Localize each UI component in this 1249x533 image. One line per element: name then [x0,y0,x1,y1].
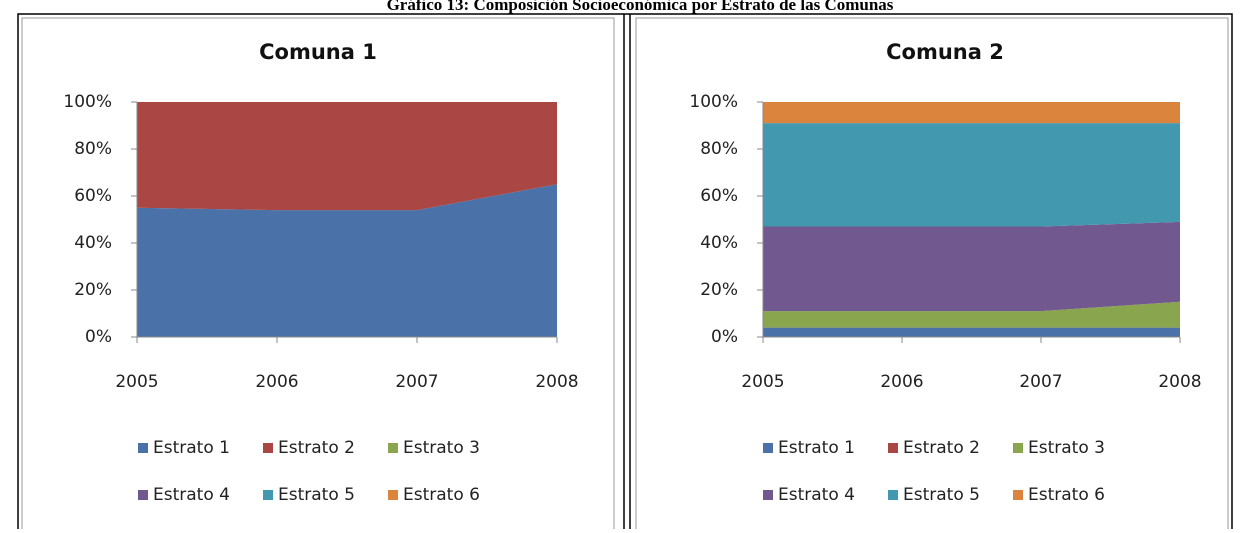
chart-frame [635,17,1229,533]
x-tick-label: 2006 [255,372,298,392]
y-tick-label: 60% [700,186,738,206]
legend-label: Estrato 4 [778,485,855,505]
y-tick-label: 60% [74,186,112,206]
area [763,102,1180,124]
y-tick-label: 0% [85,327,112,347]
legend-swatch [263,443,273,453]
legend-swatch [1013,490,1023,500]
y-tick-label: 80% [74,139,112,159]
legend-swatch [138,443,148,453]
x-tick-label: 2005 [741,372,784,392]
y-tick-label: 100% [689,92,738,112]
table-frame [17,13,1233,533]
chart-title: Comuna 1 [259,40,377,64]
legend-swatch [763,443,773,453]
y-tick-label: 0% [711,327,738,347]
legend-label: Estrato 1 [778,438,855,458]
x-tick-label: 2007 [395,372,438,392]
area [763,327,1180,337]
legend-label: Estrato 6 [403,485,480,505]
x-tick-label: 2008 [1158,372,1201,392]
y-tick-label: 40% [700,233,738,253]
page-title: Gráfico 13: Composición Socioeconómica p… [387,0,894,14]
y-tick-label: 20% [700,280,738,300]
y-tick-label: 100% [63,92,112,112]
legend-label: Estrato 4 [153,485,230,505]
legend-swatch [888,443,898,453]
y-tick-label: 20% [74,280,112,300]
chart-frame [21,17,615,533]
x-tick-label: 2006 [880,372,923,392]
x-tick-label: 2007 [1019,372,1062,392]
legend-label: Estrato 2 [903,438,980,458]
legend-label: Estrato 3 [1028,438,1105,458]
x-tick-label: 2005 [115,372,158,392]
legend-label: Estrato 6 [1028,485,1105,505]
area [137,102,557,211]
legend-label: Estrato 3 [403,438,480,458]
legend-label: Estrato 1 [153,438,230,458]
area [763,123,1180,227]
legend-swatch [388,443,398,453]
area [763,301,1180,328]
area [137,184,557,337]
legend-swatch [388,490,398,500]
legend-swatch [263,490,273,500]
chart-title: Comuna 2 [886,40,1004,64]
legend-label: Estrato 5 [278,485,355,505]
legend-label: Estrato 2 [278,438,355,458]
x-tick-label: 2008 [535,372,578,392]
legend-swatch [763,490,773,500]
legend-swatch [138,490,148,500]
y-tick-label: 40% [74,233,112,253]
area [763,221,1180,312]
legend-label: Estrato 5 [903,485,980,505]
legend-swatch [1013,443,1023,453]
legend-swatch [888,490,898,500]
y-tick-label: 80% [700,139,738,159]
